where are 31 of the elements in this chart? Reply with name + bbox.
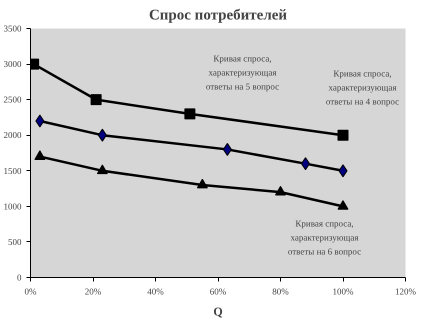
point bbox=[222, 142, 232, 156]
annotation: Кривая спроса, характеризующая ответы на 4 вопрос bbox=[326, 68, 400, 106]
point bbox=[98, 128, 107, 142]
point bbox=[35, 114, 44, 128]
x-tick-label: 100% bbox=[332, 286, 354, 296]
point bbox=[338, 130, 348, 141]
point bbox=[196, 178, 208, 188]
annotation: Кривая спроса, характеризующая ответы на 5 вопрос bbox=[206, 54, 280, 92]
x-axis-title: Q bbox=[213, 304, 223, 318]
y-tick-label: 3500 bbox=[4, 24, 22, 34]
y-tick-label: 3000 bbox=[4, 59, 22, 70]
x-tick-label: 0% bbox=[24, 286, 37, 296]
x-tick-label: 60% bbox=[210, 286, 227, 296]
annotation: Кривая спроса, характеризующая ответы на 6 вопрос bbox=[288, 218, 362, 256]
y-tick-label: 500 bbox=[8, 236, 22, 247]
point bbox=[184, 108, 196, 120]
point bbox=[96, 164, 108, 174]
y-tick-label: 1500 bbox=[4, 166, 22, 176]
x-tick-label: 40% bbox=[147, 286, 164, 296]
x-tick-label: 80% bbox=[272, 286, 290, 296]
x-tick-label: 20% bbox=[84, 286, 102, 296]
y-tick-label: 1000 bbox=[4, 201, 22, 212]
point bbox=[34, 150, 46, 160]
y-tick-label: 2000 bbox=[4, 130, 22, 140]
y-tick-label: 2500 bbox=[4, 94, 22, 105]
point bbox=[90, 94, 102, 106]
point bbox=[275, 186, 286, 196]
point bbox=[338, 200, 348, 210]
y-tick-label: 0 bbox=[17, 272, 22, 282]
x-tick-label: 120% bbox=[395, 286, 416, 296]
chart-title: Спрос потребителей bbox=[148, 8, 288, 24]
